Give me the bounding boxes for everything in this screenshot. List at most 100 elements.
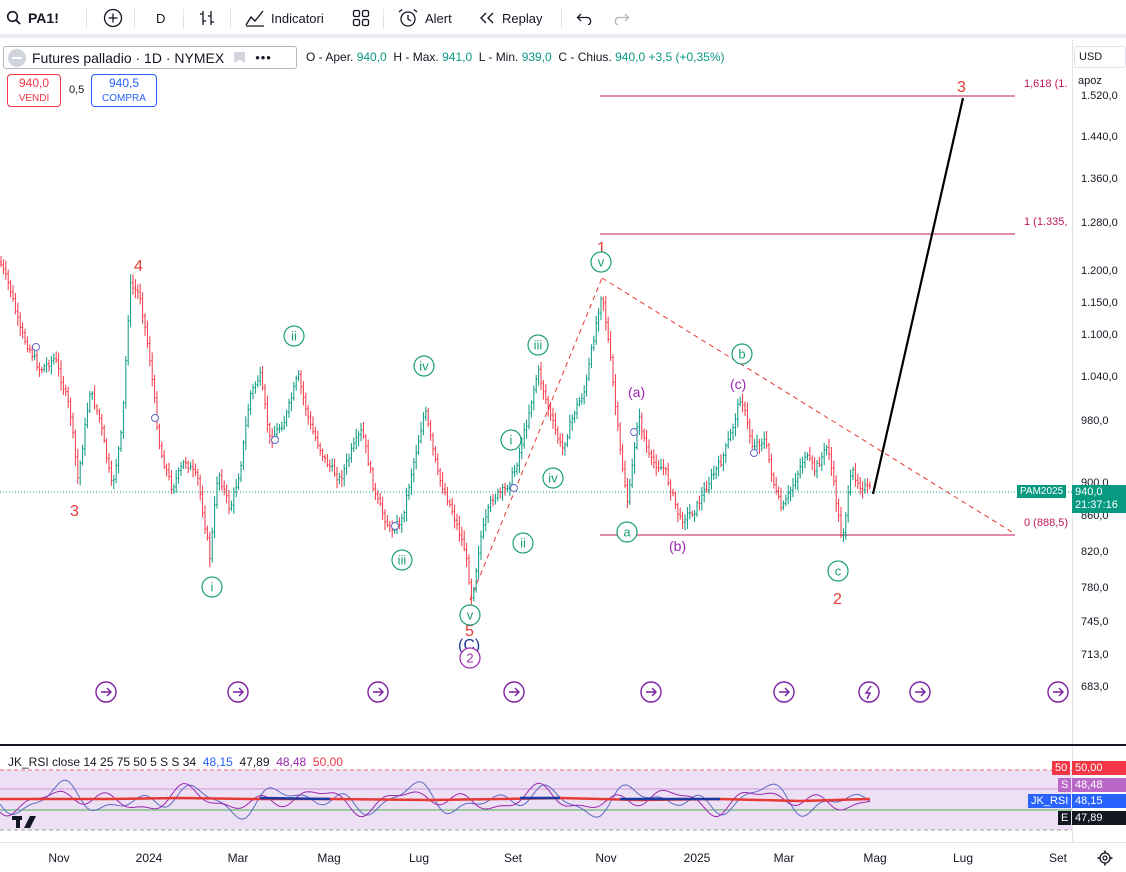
wave-ii-circle-label: ii <box>512 532 534 554</box>
wave-3-target-label: 3 <box>957 79 966 96</box>
symbol-legend[interactable]: Futures palladio · 1D · NYMEX ••• <box>3 46 297 69</box>
legend-more-icon[interactable]: ••• <box>255 50 272 65</box>
earnings-event-icon[interactable] <box>227 681 249 703</box>
price-scale-label: 683,0 <box>1081 681 1109 693</box>
open-value: 940,0 <box>356 50 387 64</box>
rsi-tag-50-letter: 50 <box>1052 761 1071 775</box>
toolbar-divider <box>86 9 87 29</box>
wave-b-circle-label: b <box>731 343 753 365</box>
pane-divider[interactable] <box>0 744 1126 746</box>
time-axis-label: Lug <box>952 851 974 865</box>
price-scale-label: 980,0 <box>1081 415 1109 427</box>
rsi-blue-trend-line <box>259 796 720 801</box>
rsi-signal-line <box>0 782 871 818</box>
settings-gear-icon[interactable] <box>1097 850 1113 866</box>
wave-a-circle-label: a <box>616 521 638 543</box>
svg-text:c: c <box>835 564 842 579</box>
rsi-tag-s-value: 48,48 <box>1072 778 1126 792</box>
price-scale[interactable]: 1.600,01.520,01.440,01.360,01.280,01.200… <box>1072 40 1126 745</box>
price-scale-label: 780,0 <box>1081 582 1109 594</box>
wave-two-circle-label: 2 <box>459 647 481 669</box>
wave-2-label: 2 <box>833 591 842 608</box>
indicators-button[interactable]: Indicatori <box>245 0 324 36</box>
wave-diagonal-line <box>469 277 603 601</box>
svg-text:v: v <box>467 608 474 623</box>
svg-text:b: b <box>738 347 745 362</box>
wave-iii-circle-label: iii <box>391 549 413 571</box>
undo-button[interactable] <box>576 0 594 36</box>
high-value: 941,0 <box>442 50 473 64</box>
interval-button[interactable]: D <box>156 0 165 36</box>
price-scale-label: 713,0 <box>1081 649 1109 661</box>
alert-button[interactable]: Alert <box>397 0 452 36</box>
scale-mode-label[interactable]: apoz <box>1078 75 1102 87</box>
rsi-value-4: 50,00 <box>312 755 343 769</box>
time-axis[interactable]: Nov 2024 Mar Mag Lug Set Nov 2025 Mar Mag Lug Set <box>0 842 1126 872</box>
rsi-legend[interactable]: JK_RSI close 14 25 75 50 5 S S 34 48,15 … <box>8 755 343 769</box>
close-label: C - Chius. <box>558 50 612 64</box>
wave-iii-circle-label: iii <box>527 334 549 356</box>
buy-button[interactable]: 940,5 COMPRA <box>91 74 157 107</box>
time-axis-label: 2024 <box>135 851 163 865</box>
time-axis-label: Set <box>503 851 523 865</box>
wave-pa-label: (a) <box>628 384 645 400</box>
redo-button[interactable] <box>612 0 630 36</box>
toolbar-divider <box>383 9 384 29</box>
toolbar-divider <box>134 9 135 29</box>
earnings-event-icon[interactable] <box>503 681 525 703</box>
price-chart[interactable]: 1,618 (1. 1 (1.335, 0 (888,5) 4 3 1 2 5 … <box>0 40 1072 744</box>
rsi-value-1: 48,15 <box>202 755 233 769</box>
earnings-event-icon[interactable] <box>95 681 117 703</box>
svg-text:iv: iv <box>548 471 558 486</box>
replay-button[interactable]: Replay <box>478 0 542 36</box>
time-axis-label: Nov <box>48 851 70 865</box>
earnings-event-icon[interactable] <box>909 681 931 703</box>
rsi-tag-50-value: 50,00 <box>1072 761 1126 775</box>
price-scale-label: 1.360,0 <box>1081 173 1118 185</box>
symbol-search[interactable]: PA1! <box>6 0 59 36</box>
time-axis-label: Mar <box>227 851 249 865</box>
plus-circle-icon <box>103 8 123 28</box>
indicators-icon <box>245 10 264 27</box>
wave-5-label: 5 <box>465 623 474 640</box>
rsi-tag-e-letter: E <box>1058 811 1072 825</box>
layouts-button[interactable] <box>352 0 370 36</box>
svg-text:ii: ii <box>291 329 297 344</box>
price-scale-label: 1.100,0 <box>1081 329 1118 341</box>
wave-pb-label: (b) <box>669 538 686 554</box>
wave-iv-circle-label: iv <box>542 467 564 489</box>
replay-label: Replay <box>502 10 543 26</box>
tradingview-logo <box>12 816 36 828</box>
rsi-tag-e-value: 47,89 <box>1072 811 1126 825</box>
currency-selector[interactable]: USD <box>1074 46 1126 68</box>
sell-label: VENDI <box>18 93 50 104</box>
wave-ii-circle-label: ii <box>283 325 305 347</box>
rsi-band <box>0 770 1072 830</box>
rsi-tag-name: JK_RSI <box>1028 794 1072 808</box>
wave-v-circle-label: v <box>590 251 612 273</box>
earnings-event-icon[interactable] <box>1047 681 1069 703</box>
time-axis-label: Mag <box>317 851 341 865</box>
fib-label-0: 0 (888,5) <box>1024 517 1068 529</box>
earnings-event-icon[interactable] <box>367 681 389 703</box>
earnings-event-icon[interactable] <box>773 681 795 703</box>
time-axis-label: 2025 <box>683 851 711 865</box>
chart-type-button[interactable] <box>198 0 216 36</box>
sell-button[interactable]: 940,0 VENDI <box>7 74 61 107</box>
svg-text:2: 2 <box>466 651 473 666</box>
indicators-label: Indicatori <box>271 10 324 26</box>
close-value: 940,0 <box>615 50 646 64</box>
dividend-event-icon[interactable] <box>858 681 880 703</box>
svg-text:i: i <box>510 433 513 448</box>
legend-flag-icon[interactable] <box>234 52 246 63</box>
price-scale-label: 1.440,0 <box>1081 131 1118 143</box>
triangle-upper-trendline <box>601 277 1016 535</box>
wave-i-circle-label: i <box>201 576 223 598</box>
wave-c-circle-label: c <box>827 560 849 582</box>
rsi-name: JK_RSI close 14 25 75 50 5 S S 34 <box>8 755 197 769</box>
toolbar-divider <box>230 9 231 29</box>
earnings-event-icon[interactable] <box>640 681 662 703</box>
compare-symbol-button[interactable] <box>103 0 123 36</box>
price-scale-label: 820,0 <box>1081 546 1109 558</box>
rsi-pane[interactable] <box>0 746 1072 842</box>
